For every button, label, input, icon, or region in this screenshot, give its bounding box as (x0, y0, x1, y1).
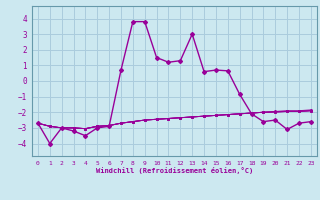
X-axis label: Windchill (Refroidissement éolien,°C): Windchill (Refroidissement éolien,°C) (96, 167, 253, 174)
